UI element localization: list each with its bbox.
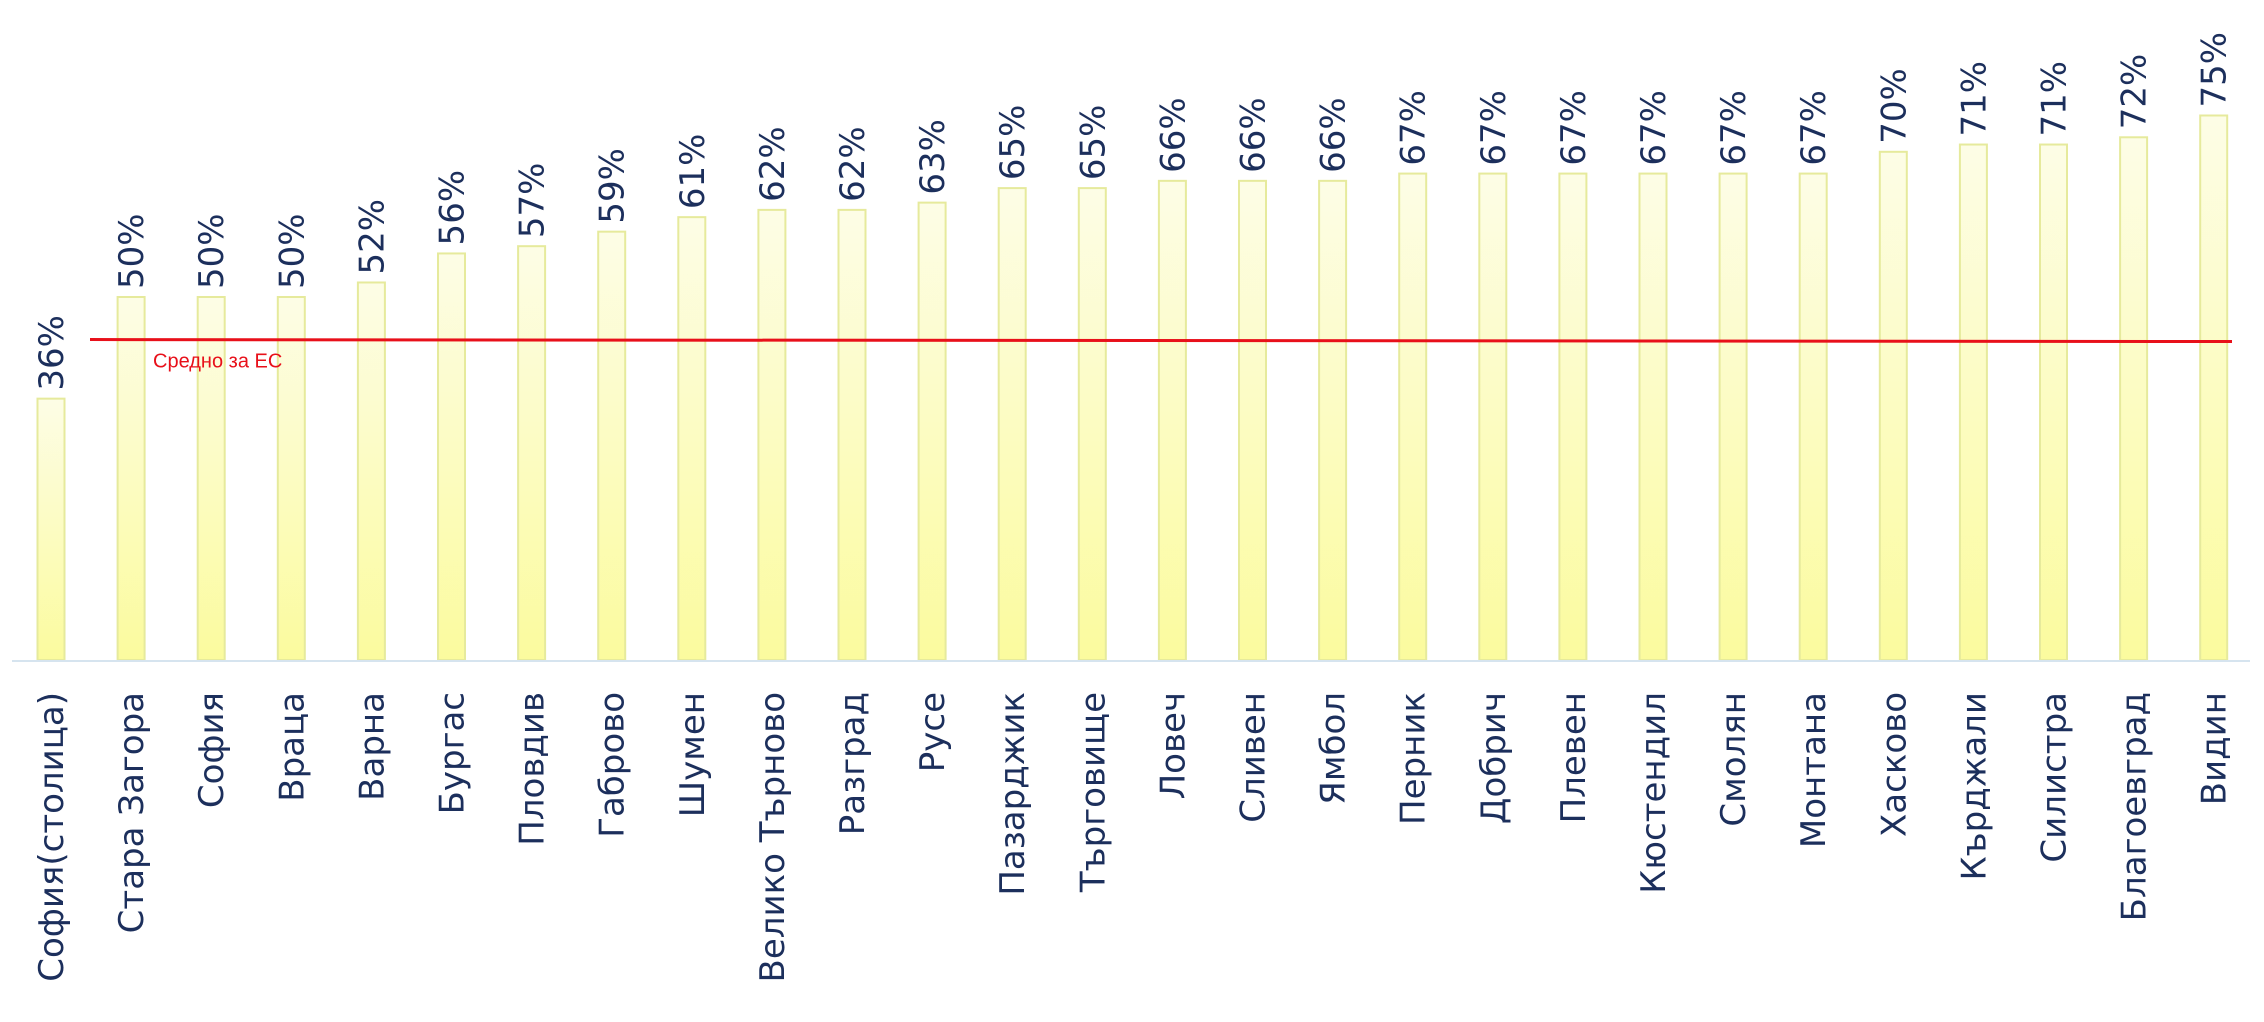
bar-value-label: 71% <box>2035 61 2075 137</box>
bar-value-label: 67% <box>1634 90 1674 166</box>
category-label: Русе <box>913 692 953 772</box>
bar-value-label: 61% <box>673 134 713 210</box>
bar <box>1398 172 1428 662</box>
bar-value-label: 65% <box>993 105 1033 181</box>
bar <box>116 296 146 661</box>
category-labels-group: София(столица) Стара Загора София Враца Варн… <box>32 692 2235 982</box>
category-label: Смолян <box>1714 692 1754 827</box>
bar-value-label: 57% <box>513 163 553 239</box>
bar-value-label: 67% <box>1794 90 1834 166</box>
bar <box>517 245 547 661</box>
bar-value-label: 66% <box>1234 97 1274 173</box>
bar <box>597 230 627 661</box>
bar <box>1157 179 1187 661</box>
category-label: Търговище <box>1073 692 1113 893</box>
category-label: Ловеч <box>1153 692 1193 799</box>
bar-value-label: 50% <box>112 213 152 289</box>
bar <box>1638 172 1668 662</box>
category-label: Монтана <box>1794 692 1834 848</box>
bar <box>1318 179 1348 661</box>
category-label: Плевен <box>1554 692 1594 823</box>
category-label: Добрич <box>1474 692 1514 824</box>
bar <box>837 208 867 661</box>
bar-value-label: 71% <box>1954 61 1994 137</box>
bar-value-label: 66% <box>1314 97 1354 173</box>
category-label: Разград <box>833 692 873 835</box>
category-label: Ямбол <box>1314 692 1354 805</box>
bars-group <box>36 114 2229 662</box>
value-labels-group: 36% 50% 50% 50% 52% 56% 57% 59% 61% 62% 62% 63% 65% 6… <box>32 32 2235 391</box>
bar-value-label: 67% <box>1394 90 1434 166</box>
eu-average-line <box>89 338 2233 344</box>
eu-average-label: Средно за ЕС <box>153 351 282 373</box>
bar-value-label: 52% <box>352 199 392 275</box>
bar-value-label: 63% <box>913 119 953 195</box>
bar <box>1718 172 1748 662</box>
bar <box>917 201 947 661</box>
category-label: София <box>192 692 232 808</box>
category-label: Бургас <box>433 692 473 814</box>
category-label: Стара Загора <box>112 692 152 933</box>
bar <box>677 216 707 661</box>
bar-value-label: 67% <box>1714 90 1754 166</box>
category-label: Варна <box>352 692 392 801</box>
bar <box>1478 172 1508 662</box>
bar-value-label: 62% <box>753 126 793 202</box>
bar <box>2039 143 2068 662</box>
bar <box>1878 150 1908 662</box>
category-label: Габрово <box>593 692 633 838</box>
bar <box>1077 187 1107 661</box>
category-label: Перник <box>1394 692 1434 825</box>
category-label: Шумен <box>673 692 713 817</box>
bar-value-label: 72% <box>2115 54 2155 130</box>
category-label: Силистра <box>2035 692 2075 863</box>
bar <box>2199 114 2229 661</box>
category-label: Враца <box>272 692 312 802</box>
category-label: Благоевград <box>2115 692 2155 921</box>
bar-value-label: 65% <box>1073 105 1113 181</box>
bar-value-label: 67% <box>1474 90 1514 166</box>
bar-value-label: 50% <box>192 213 232 289</box>
category-label: София(столица) <box>32 692 72 982</box>
category-label: Пловдив <box>513 692 553 846</box>
category-label: Видин <box>2195 692 2235 805</box>
bar-value-label: 62% <box>833 126 873 202</box>
bar-value-label: 66% <box>1153 97 1193 173</box>
bar <box>1238 179 1267 661</box>
category-label: Кюстендил <box>1634 692 1674 894</box>
bar <box>757 208 787 661</box>
bar-value-label: 50% <box>272 213 312 289</box>
category-label: Хасково <box>1874 692 1914 837</box>
bar <box>1958 143 1988 662</box>
bar <box>2119 136 2149 661</box>
category-label: Велико Търново <box>753 692 793 982</box>
category-label: Кърджали <box>1954 692 1994 881</box>
category-label: Пазарджик <box>993 692 1033 896</box>
bar <box>437 252 466 661</box>
bar <box>997 187 1027 661</box>
bar-value-label: 56% <box>433 170 473 246</box>
bar-value-label: 67% <box>1554 90 1594 166</box>
bar <box>36 397 66 661</box>
category-label: Сливен <box>1234 692 1274 823</box>
bar-value-label: 59% <box>593 148 633 224</box>
bar-value-label: 70% <box>1874 68 1914 144</box>
bar-value-label: 75% <box>2195 32 2235 108</box>
bar <box>1558 172 1588 662</box>
bar <box>1798 172 1828 662</box>
bar-value-label: 36% <box>32 315 72 391</box>
